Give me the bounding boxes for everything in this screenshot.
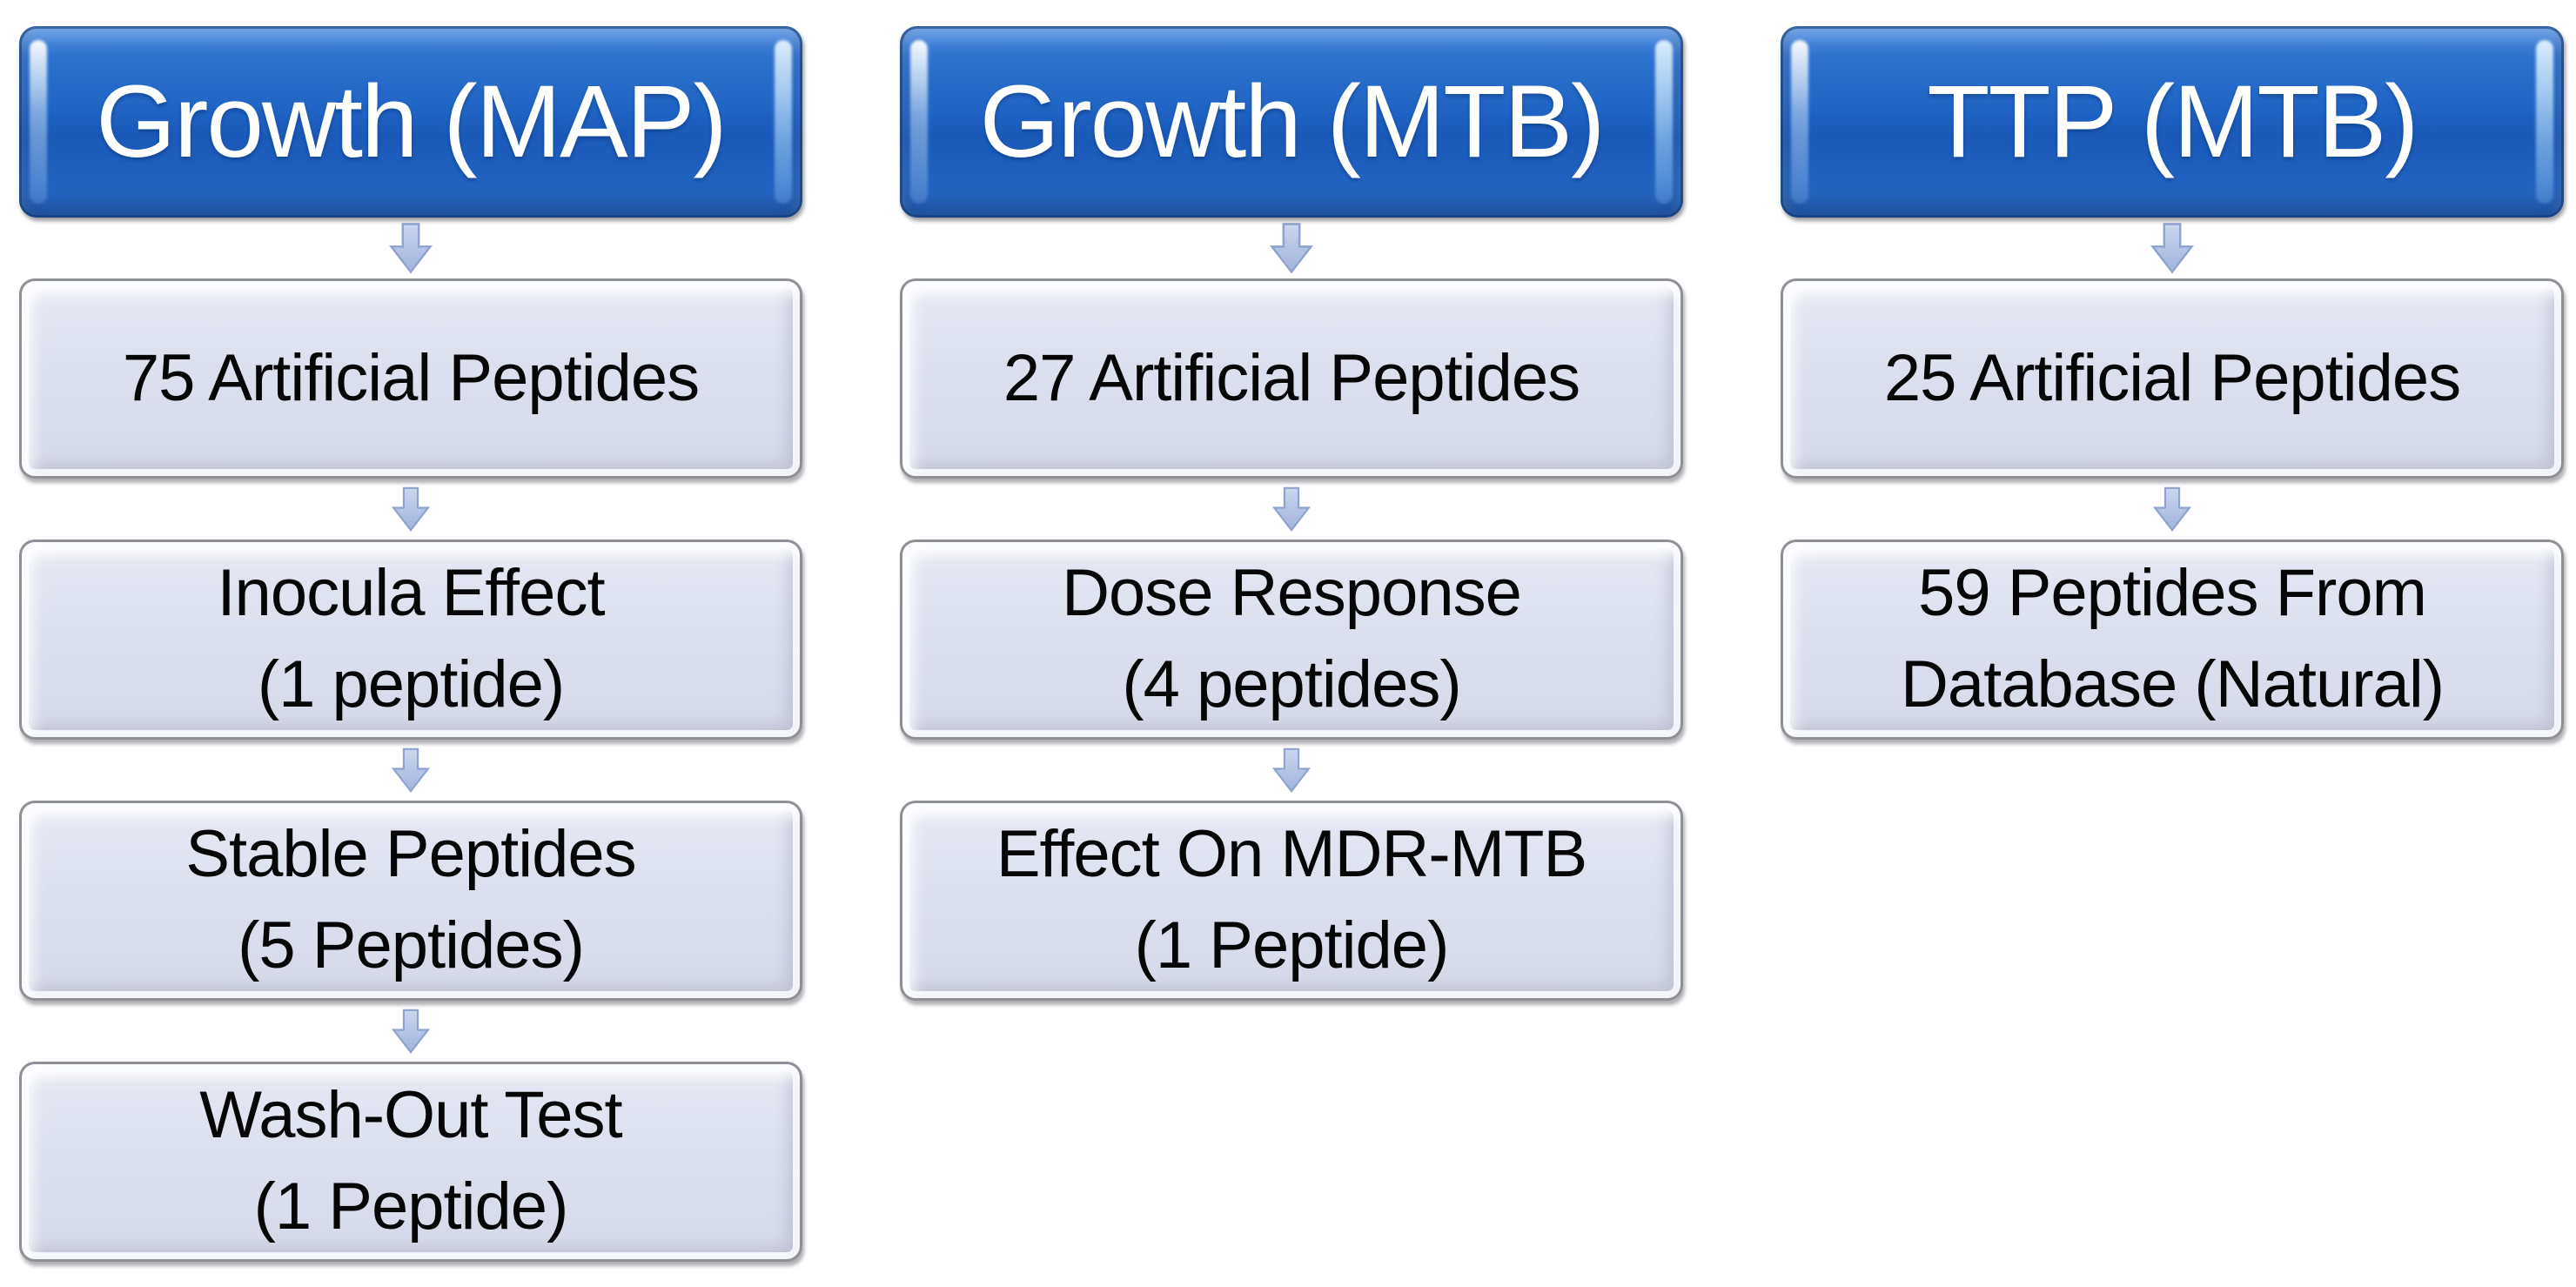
down-arrow-icon [392,486,430,533]
down-arrow-icon [1272,486,1311,533]
step-box: 25 Artificial Peptides [1781,278,2564,479]
down-arrow-icon [1272,747,1311,794]
header-box-growth-map: Growth (MAP) [19,26,802,218]
connector-zone [1781,479,2564,540]
step-label: 59 Peptides From Database (Natural) [1900,556,2445,721]
step-label: 27 Artificial Peptides [1003,340,1580,415]
step-label: 25 Artificial Peptides [1883,340,2461,415]
column-growth-map: Growth (MAP) 75 Artificial Peptides Inoc… [19,26,802,1287]
down-arrow-icon [1270,223,1313,274]
step-label: Wash-Out Test (1 Peptide) [199,1078,622,1243]
down-arrow-icon [392,747,430,794]
down-arrow-icon [392,1009,430,1055]
step-box: Effect On MDR-MTB (1 Peptide) [900,801,1683,1001]
step-box: 59 Peptides From Database (Natural) [1781,540,2564,740]
header-label: TTP (MTB) [1927,64,2418,179]
step-box: 27 Artificial Peptides [900,278,1683,479]
column-ttp-mtb: TTP (MTB) 25 Artificial Peptides 59 Pept… [1781,26,2564,1287]
connector-zone [19,479,802,540]
header-box-growth-mtb: Growth (MTB) [900,26,1683,218]
header-label: Growth (MAP) [96,64,727,179]
step-box: Inocula Effect (1 peptide) [19,540,802,740]
connector-zone [900,479,1683,540]
down-arrow-icon [2153,486,2191,533]
step-label: 75 Artificial Peptides [122,340,700,415]
connector-zone [19,218,802,278]
connector-zone [900,740,1683,801]
column-growth-mtb: Growth (MTB) 27 Artificial Peptides Dose… [900,26,1683,1287]
down-arrow-icon [389,223,433,274]
step-box: Dose Response (4 peptides) [900,540,1683,740]
step-box: Stable Peptides (5 Peptides) [19,801,802,1001]
header-box-ttp-mtb: TTP (MTB) [1781,26,2564,218]
connector-zone [19,740,802,801]
connector-zone [900,218,1683,278]
step-label: Stable Peptides (5 Peptides) [185,817,636,982]
connector-zone [19,1001,802,1062]
step-label: Dose Response (4 peptides) [1062,556,1522,721]
step-label: Effect On MDR-MTB (1 Peptide) [996,817,1587,982]
step-label: Inocula Effect (1 peptide) [217,556,605,721]
header-label: Growth (MTB) [979,64,1606,179]
connector-zone [1781,218,2564,278]
step-box: Wash-Out Test (1 Peptide) [19,1062,802,1262]
step-box: 75 Artificial Peptides [19,278,802,479]
down-arrow-icon [2150,223,2194,274]
